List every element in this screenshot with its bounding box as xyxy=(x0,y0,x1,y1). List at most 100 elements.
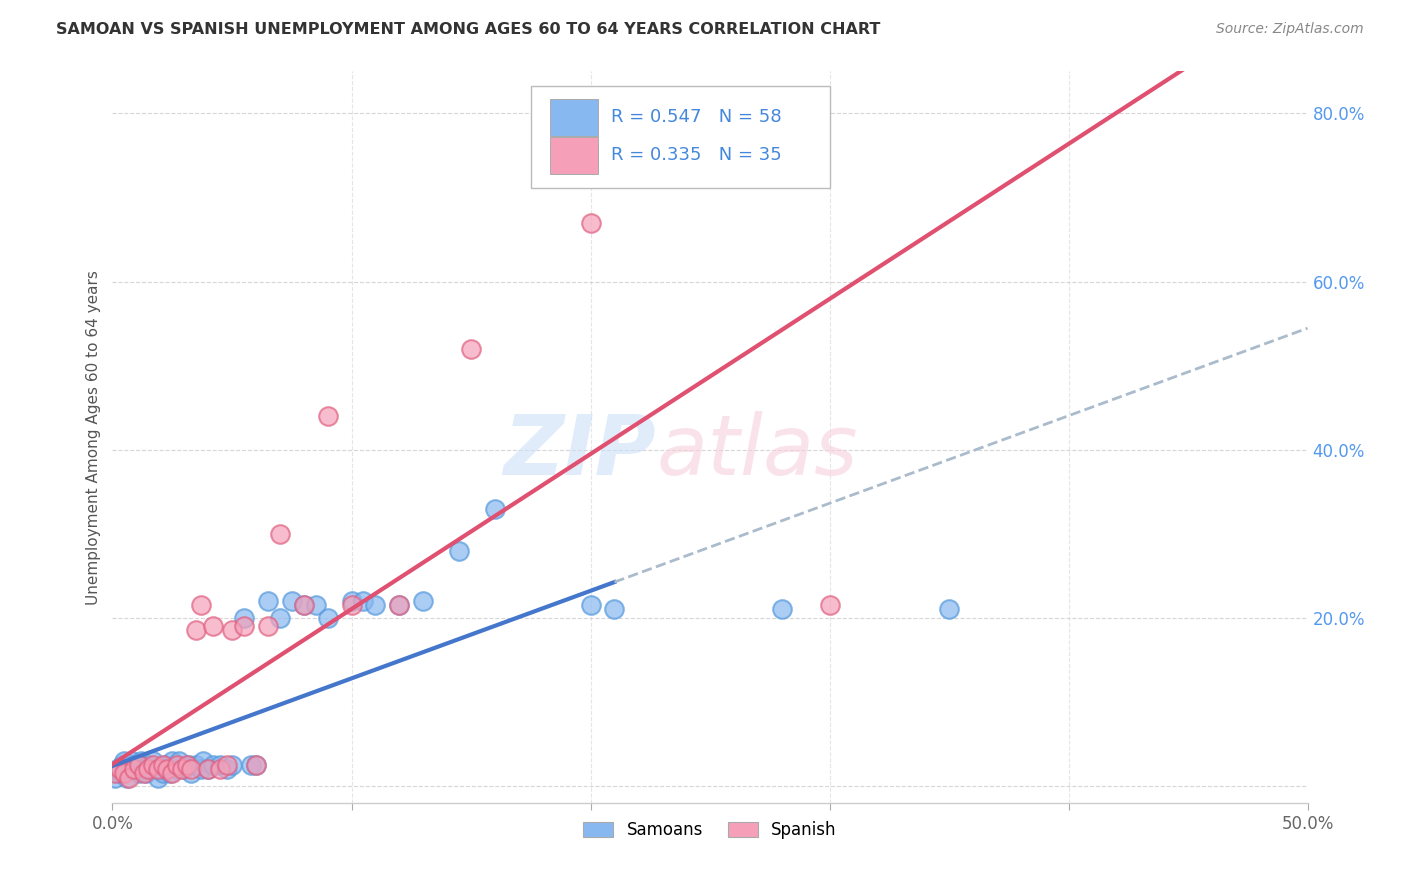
Point xyxy=(292,599,315,613)
Point xyxy=(132,762,155,776)
Point xyxy=(156,762,179,776)
Point xyxy=(162,766,183,780)
Point xyxy=(388,599,411,613)
Point xyxy=(149,762,172,776)
Point xyxy=(138,758,160,772)
Point xyxy=(104,766,127,780)
Point xyxy=(153,758,176,772)
Point xyxy=(177,758,200,772)
Point xyxy=(139,762,162,776)
Point xyxy=(257,619,280,633)
Point xyxy=(209,758,232,772)
Point xyxy=(269,526,291,541)
Point xyxy=(340,599,363,613)
Point xyxy=(240,758,263,772)
Point xyxy=(142,754,165,768)
Point xyxy=(316,611,339,625)
Point xyxy=(269,611,291,625)
Point xyxy=(201,758,224,772)
Point xyxy=(217,762,239,776)
Point xyxy=(245,758,267,772)
Legend: Samoans, Spanish: Samoans, Spanish xyxy=(576,814,844,846)
Point xyxy=(108,762,131,776)
Point xyxy=(146,771,169,785)
Text: ZIP: ZIP xyxy=(503,411,657,492)
Point xyxy=(190,762,212,776)
Text: Source: ZipAtlas.com: Source: ZipAtlas.com xyxy=(1216,22,1364,37)
Point xyxy=(460,342,482,356)
Point xyxy=(114,766,135,780)
Point xyxy=(105,762,128,776)
Point xyxy=(128,758,150,772)
Point xyxy=(770,602,793,616)
Point xyxy=(114,754,135,768)
Point xyxy=(352,594,374,608)
Point xyxy=(233,611,256,625)
Point xyxy=(111,758,134,772)
Point xyxy=(197,762,219,776)
Point xyxy=(209,762,232,776)
Text: R = 0.547   N = 58: R = 0.547 N = 58 xyxy=(610,109,782,127)
Point xyxy=(132,766,155,780)
Point xyxy=(125,762,148,776)
Point xyxy=(169,754,191,768)
Point xyxy=(146,762,169,776)
Point xyxy=(412,594,434,608)
Point xyxy=(579,599,602,613)
Point xyxy=(190,599,212,613)
Point xyxy=(197,762,219,776)
Text: R = 0.335   N = 35: R = 0.335 N = 35 xyxy=(610,146,782,164)
Point xyxy=(128,766,150,780)
Point xyxy=(388,599,411,613)
Point xyxy=(447,543,470,558)
Y-axis label: Unemployment Among Ages 60 to 64 years: Unemployment Among Ages 60 to 64 years xyxy=(86,269,101,605)
Point xyxy=(221,624,243,638)
Point xyxy=(180,762,202,776)
FancyBboxPatch shape xyxy=(550,137,598,174)
Point xyxy=(201,619,224,633)
Point xyxy=(186,758,208,772)
Point xyxy=(217,758,239,772)
Point xyxy=(173,762,195,776)
Point xyxy=(135,766,157,780)
Point xyxy=(162,754,183,768)
Point xyxy=(145,762,167,776)
Point xyxy=(603,602,626,616)
Point xyxy=(257,594,280,608)
Point xyxy=(152,766,174,780)
Text: atlas: atlas xyxy=(657,411,858,492)
Point xyxy=(305,599,328,613)
Point xyxy=(818,599,841,613)
Point xyxy=(129,754,152,768)
Point xyxy=(156,762,179,776)
Point xyxy=(938,602,960,616)
Point xyxy=(142,758,165,772)
Point xyxy=(186,624,208,638)
Point xyxy=(221,758,243,772)
Point xyxy=(170,762,193,776)
FancyBboxPatch shape xyxy=(550,99,598,136)
Point xyxy=(245,758,267,772)
Point xyxy=(122,762,145,776)
Point xyxy=(121,754,143,768)
Point xyxy=(281,594,304,608)
Point xyxy=(292,599,315,613)
Point xyxy=(118,771,141,785)
Point xyxy=(166,758,188,772)
Point xyxy=(159,766,181,780)
Point xyxy=(233,619,256,633)
Point xyxy=(108,766,131,780)
Point xyxy=(176,758,198,772)
Point xyxy=(115,771,138,785)
Point xyxy=(152,758,174,772)
Point xyxy=(166,762,188,776)
Point xyxy=(104,771,127,785)
Point xyxy=(138,762,160,776)
Point xyxy=(579,216,602,230)
Point xyxy=(193,754,215,768)
FancyBboxPatch shape xyxy=(531,86,830,188)
Point xyxy=(340,594,363,608)
Point xyxy=(316,409,339,423)
Point xyxy=(118,762,141,776)
Point xyxy=(180,766,202,780)
